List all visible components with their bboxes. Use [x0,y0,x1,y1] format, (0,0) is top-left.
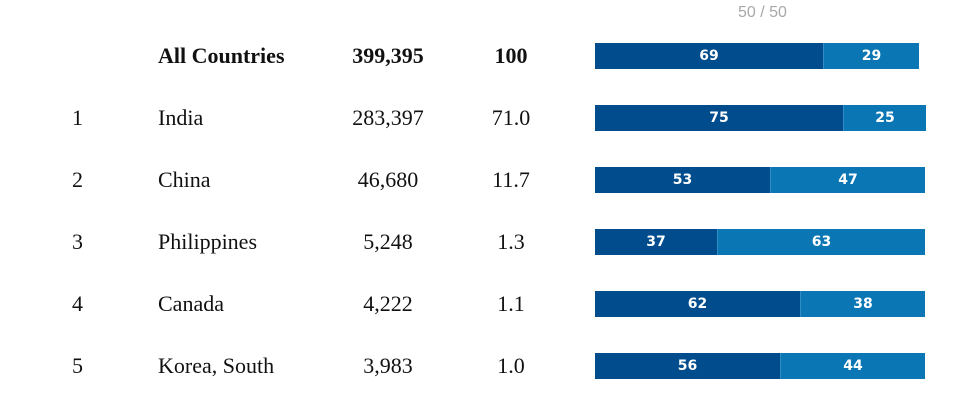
rank-cell: 2 [72,167,83,192]
count-cell: 5,248 [363,229,413,254]
rank-cell: 4 [72,291,83,316]
share-bar: 56 44 [595,353,925,379]
country-cell: Korea, South [158,353,275,378]
share-bar-segment-a: 75 [595,105,843,131]
count-cell: 283,397 [352,105,424,130]
percent-cell: 1.0 [497,353,525,378]
share-bar-segment-b: 44 [780,353,925,379]
rank-cell: 1 [72,105,83,130]
share-bar-segment-a: 69 [595,43,823,69]
share-bar-segment-b: 29 [823,43,919,69]
country-cell: Philippines [158,229,258,254]
page-counter: 50 / 50 [738,4,787,21]
country-cell: India [158,105,204,130]
share-bar: 75 25 [595,105,926,131]
country-cell: China [158,167,211,192]
percent-cell: 71.0 [491,105,531,130]
country-cell: Canada [158,291,224,316]
table-row: All Countries 399,395 100 69 29 [0,42,956,70]
table-row: 4 Canada 4,222 1.1 62 38 [0,290,956,318]
share-bar-segment-a: 62 [595,291,800,317]
share-bar-segment-b: 38 [800,291,925,317]
count-cell: 4,222 [363,291,413,316]
share-bar-segment-a: 56 [595,353,780,379]
share-bar-segment-b: 47 [770,167,925,193]
count-cell: 399,395 [352,43,424,68]
rank-cell: 5 [72,353,83,378]
table-row: 3 Philippines 5,248 1.3 37 63 [0,228,956,256]
table-row: 5 Korea, South 3,983 1.0 56 44 [0,352,956,380]
table-row: 2 China 46,680 11.7 53 47 [0,166,956,194]
table-row: 1 India 283,397 71.0 75 25 [0,104,956,132]
share-bar: 53 47 [595,167,925,193]
share-bar: 62 38 [595,291,925,317]
percent-cell: 11.7 [492,167,530,192]
share-bar: 37 63 [595,229,925,255]
share-bar-segment-b: 63 [717,229,925,255]
percent-cell: 1.1 [497,291,525,316]
share-bar-segment-b: 25 [843,105,926,131]
share-bar-segment-a: 53 [595,167,770,193]
share-bar-segment-a: 37 [595,229,717,255]
count-cell: 3,983 [363,353,413,378]
percent-cell: 100 [494,43,528,68]
share-bar: 69 29 [595,43,919,69]
percent-cell: 1.3 [497,229,525,254]
country-cell: All Countries [158,43,285,68]
rank-cell: 3 [72,229,83,254]
count-cell: 46,680 [357,167,419,192]
